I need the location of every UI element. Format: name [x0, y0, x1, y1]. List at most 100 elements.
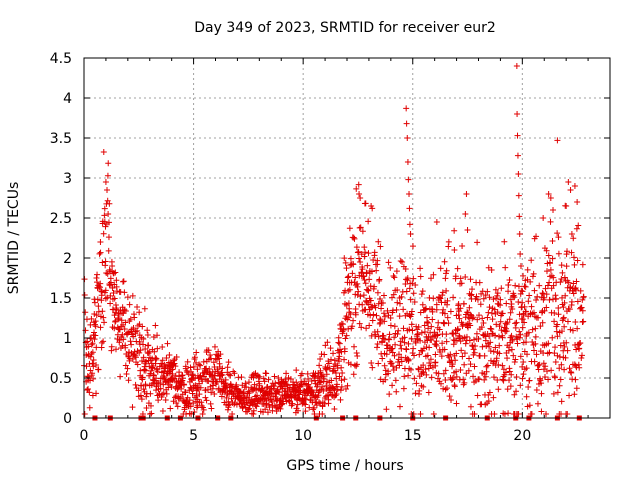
data-point — [416, 387, 423, 394]
data-point — [570, 280, 577, 287]
data-point — [156, 390, 163, 397]
data-point — [396, 403, 403, 410]
data-point — [579, 261, 586, 268]
data-point — [537, 323, 544, 330]
data-point — [406, 191, 413, 197]
data-point — [113, 306, 120, 313]
data-point — [142, 381, 149, 388]
data-point — [486, 333, 493, 340]
data-point — [424, 319, 431, 326]
data-point — [356, 320, 363, 327]
data-point — [187, 403, 194, 410]
data-point — [91, 336, 98, 343]
data-point — [116, 326, 123, 333]
data-point — [349, 270, 356, 277]
data-point — [409, 243, 416, 250]
data-point — [343, 332, 350, 339]
data-point — [387, 322, 394, 329]
data-point — [446, 393, 453, 400]
data-point — [354, 292, 361, 299]
data-point — [316, 362, 323, 369]
data-point — [81, 411, 88, 417]
data-point — [328, 356, 335, 363]
data-point — [134, 327, 141, 334]
data-point — [553, 295, 560, 302]
data-point — [558, 328, 565, 335]
data-point — [215, 368, 222, 375]
data-point — [493, 355, 500, 362]
data-point — [200, 358, 207, 365]
data-point — [546, 279, 553, 286]
data-point — [485, 398, 492, 405]
data-point — [115, 314, 122, 321]
data-point — [429, 333, 436, 340]
data-point — [287, 376, 294, 383]
data-point — [558, 361, 565, 368]
data-point — [245, 379, 252, 386]
data-point — [414, 331, 421, 338]
data-point — [550, 274, 557, 281]
data-point — [415, 324, 422, 330]
data-point — [541, 307, 548, 314]
data-point — [356, 224, 363, 231]
data-point — [166, 370, 173, 377]
data-point — [548, 367, 555, 374]
data-point — [85, 343, 92, 350]
data-point — [522, 283, 529, 290]
data-point — [387, 264, 394, 271]
data-point — [441, 320, 448, 327]
data-point — [466, 304, 473, 311]
data-point — [81, 276, 88, 283]
data-point — [211, 391, 218, 398]
data-point — [471, 411, 478, 417]
y-tick-label: 3.5 — [50, 131, 72, 147]
data-point — [157, 385, 164, 392]
data-point — [540, 366, 547, 373]
data-point — [565, 279, 572, 286]
data-point — [120, 278, 127, 285]
data-point — [531, 347, 538, 354]
data-point — [353, 185, 360, 192]
data-point — [578, 354, 585, 361]
data-point — [246, 390, 253, 397]
data-point — [418, 291, 425, 298]
data-point — [335, 334, 342, 341]
data-point — [203, 365, 210, 372]
data-point — [470, 314, 477, 321]
data-point — [520, 371, 527, 378]
data-point — [381, 318, 388, 325]
data-point — [487, 325, 494, 332]
data-point — [501, 411, 508, 417]
data-point — [505, 410, 512, 417]
data-point — [352, 274, 359, 281]
data-point — [349, 323, 356, 330]
data-point — [129, 404, 136, 411]
y-tick-label: 0 — [63, 411, 72, 427]
data-point — [393, 268, 400, 275]
grid-lines — [84, 58, 610, 418]
data-point — [380, 292, 387, 299]
data-point — [298, 370, 305, 377]
data-point — [134, 361, 141, 368]
data-point — [123, 371, 130, 378]
data-point — [112, 346, 119, 353]
data-point — [109, 262, 116, 269]
data-point — [189, 371, 196, 378]
data-point — [547, 218, 554, 225]
data-point — [225, 404, 232, 411]
data-point — [479, 315, 486, 322]
data-point — [262, 406, 269, 413]
data-point — [406, 205, 413, 212]
data-point — [511, 391, 518, 398]
data-point — [549, 238, 556, 245]
data-point — [504, 355, 511, 362]
data-point — [105, 247, 112, 254]
data-point — [390, 291, 397, 298]
data-point — [511, 294, 518, 301]
data-point — [568, 249, 575, 256]
data-point — [122, 319, 129, 326]
data-point — [269, 398, 275, 405]
data-point — [147, 402, 154, 409]
data-point — [413, 380, 420, 387]
data-point — [574, 199, 581, 205]
